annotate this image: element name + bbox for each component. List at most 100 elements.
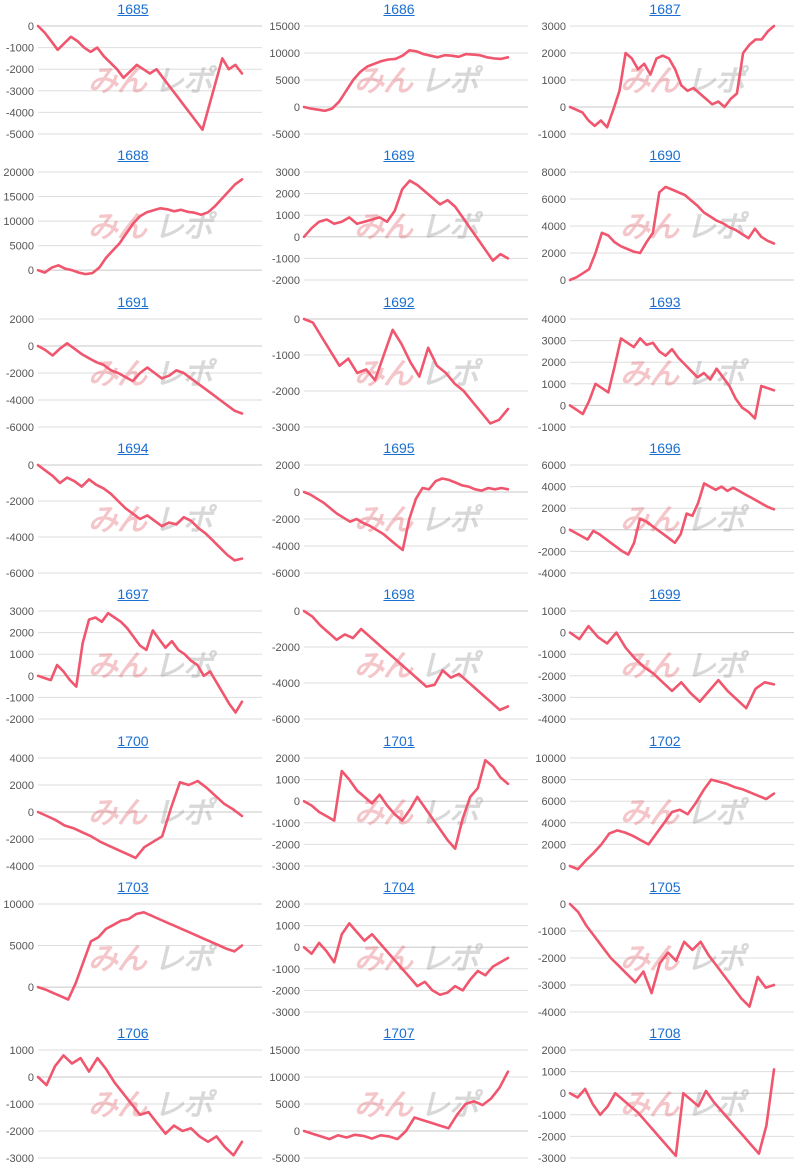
chart-title-link[interactable]: 1691 xyxy=(117,294,149,310)
y-tick-label: 0 xyxy=(28,1072,34,1084)
watermark-part1: みん xyxy=(88,649,148,684)
y-tick-label: 0 xyxy=(294,232,300,244)
series-line xyxy=(36,1054,244,1157)
chart-panel: 1690 8000 6000 4000 2000 0 みん レポ xyxy=(532,146,798,292)
y-tick-label: 0 xyxy=(560,400,566,412)
y-tick-label: -4000 xyxy=(6,107,34,119)
chart-title-link[interactable]: 1695 xyxy=(383,440,415,456)
y-tick-label: -1000 xyxy=(538,1110,566,1122)
watermark: みん レポ xyxy=(88,357,218,392)
y-tick-label: -1000 xyxy=(272,964,300,976)
y-tick-label: 2000 xyxy=(542,839,566,851)
chart-title-link[interactable]: 1705 xyxy=(649,879,681,895)
y-tick-label: 0 xyxy=(294,314,300,326)
y-tick-label: 0 xyxy=(294,102,300,114)
watermark-part1: みん xyxy=(620,942,680,977)
watermark-part1: みん xyxy=(354,210,414,245)
y-tick-label: 2000 xyxy=(276,460,300,472)
chart-panel: 1699 1000 0 -1000 -2000 -3000 -4000 みん レポ xyxy=(532,585,798,731)
y-tick-label: -1000 xyxy=(272,350,300,362)
series-line xyxy=(568,1068,776,1158)
y-tick-label: 1000 xyxy=(10,1045,34,1057)
y-tick-label: 3000 xyxy=(10,606,34,618)
y-tick-label: 10000 xyxy=(3,899,34,911)
chart-panel: 1693 4000 3000 2000 1000 0 -1000 みん レポ xyxy=(532,293,798,439)
chart-panel: 1705 0 -1000 -2000 -3000 -4000 みん レポ xyxy=(532,878,798,1024)
chart-title-link[interactable]: 1689 xyxy=(383,147,415,163)
chart-title-link[interactable]: 1704 xyxy=(383,879,415,895)
chart-title-link[interactable]: 1696 xyxy=(649,440,681,456)
line-chart: 2000 0 -2000 -4000 -6000 みん レポ xyxy=(272,460,528,580)
y-tick-label: 6000 xyxy=(542,796,566,808)
y-tick-label: 0 xyxy=(28,21,34,33)
y-tick-label: -3000 xyxy=(272,861,300,873)
series-line xyxy=(36,463,244,562)
chart-title-link[interactable]: 1707 xyxy=(383,1025,415,1041)
watermark: みん レポ xyxy=(88,942,218,977)
watermark: みん レポ xyxy=(354,64,484,99)
chart-title-link[interactable]: 1685 xyxy=(117,1,149,17)
y-tick-label: -3000 xyxy=(538,1153,566,1165)
watermark: みん レポ xyxy=(354,1088,484,1123)
chart-title-link[interactable]: 1703 xyxy=(117,879,149,895)
chart-title-link[interactable]: 1694 xyxy=(117,440,149,456)
line-chart: 10000 5000 0 みん レポ xyxy=(3,899,262,1001)
chart-title-link[interactable]: 1692 xyxy=(383,294,415,310)
chart-panel: 1703 10000 5000 0 みん レポ xyxy=(0,878,266,1024)
chart-title-link[interactable]: 1693 xyxy=(649,294,681,310)
y-tick-label: -5000 xyxy=(272,129,300,141)
chart-title-link[interactable]: 1698 xyxy=(383,586,415,602)
chart-panel: 1685 0 -1000 -2000 -3000 -4000 -5000 みん レポ xyxy=(0,0,266,146)
y-tick-label: 0 xyxy=(28,807,34,819)
series-line xyxy=(568,624,776,710)
y-tick-label: -5000 xyxy=(272,1153,300,1165)
chart-title-link[interactable]: 1706 xyxy=(117,1025,149,1041)
chart-title-link[interactable]: 1687 xyxy=(649,1,681,17)
y-tick-label: -2000 xyxy=(272,386,300,398)
y-tick-label: 20000 xyxy=(3,167,34,179)
line-chart: 15000 10000 5000 0 -5000 みん レポ xyxy=(269,21,528,141)
chart-panel: 1689 3000 2000 1000 0 -1000 -2000 みん レポ xyxy=(266,146,532,292)
chart-title-link[interactable]: 1688 xyxy=(117,147,149,163)
y-tick-label: -5000 xyxy=(6,129,34,141)
y-tick-label: 5000 xyxy=(276,1099,300,1111)
series-line xyxy=(36,611,244,714)
chart-panel: 1687 3000 2000 1000 0 -1000 みん レポ xyxy=(532,0,798,146)
chart-title-link[interactable]: 1708 xyxy=(649,1025,681,1041)
series-line xyxy=(302,1070,510,1141)
chart-panel: 1691 2000 0 -2000 -4000 -6000 みん レポ xyxy=(0,293,266,439)
chart-title-link[interactable]: 1699 xyxy=(649,586,681,602)
y-tick-label: 4000 xyxy=(542,314,566,326)
series-line xyxy=(568,778,776,871)
watermark-part2: レポ xyxy=(154,210,218,245)
y-tick-label: 0 xyxy=(560,275,566,287)
chart-title-link[interactable]: 1701 xyxy=(383,733,415,749)
chart-title-link[interactable]: 1690 xyxy=(649,147,681,163)
watermark-part1: みん xyxy=(620,210,680,245)
watermark: みん レポ xyxy=(88,1088,218,1123)
chart-title-link[interactable]: 1697 xyxy=(117,586,149,602)
watermark-part1: みん xyxy=(620,64,680,99)
y-tick-label: 2000 xyxy=(10,314,34,326)
watermark: みん レポ xyxy=(354,503,484,538)
y-tick-label: -1000 xyxy=(6,692,34,704)
chart-panel: 1688 20000 15000 10000 5000 0 みん レポ xyxy=(0,146,266,292)
y-tick-label: 6000 xyxy=(542,460,566,472)
y-tick-label: -2000 xyxy=(6,1126,34,1138)
watermark: みん レポ xyxy=(88,796,218,831)
chart-title-link[interactable]: 1700 xyxy=(117,733,149,749)
y-tick-label: 4000 xyxy=(542,818,566,830)
y-tick-label: -1000 xyxy=(272,818,300,830)
watermark: みん レポ xyxy=(620,357,750,392)
y-tick-label: -4000 xyxy=(6,861,34,873)
line-chart: 1000 0 -1000 -2000 -3000 -4000 みん レポ xyxy=(538,606,794,726)
y-tick-label: 1000 xyxy=(276,921,300,933)
chart-title-link[interactable]: 1686 xyxy=(383,1,415,17)
y-tick-label: 3000 xyxy=(542,21,566,33)
chart-title-link[interactable]: 1702 xyxy=(649,733,681,749)
y-tick-label: 0 xyxy=(560,861,566,873)
watermark-part2: レポ xyxy=(154,942,218,977)
